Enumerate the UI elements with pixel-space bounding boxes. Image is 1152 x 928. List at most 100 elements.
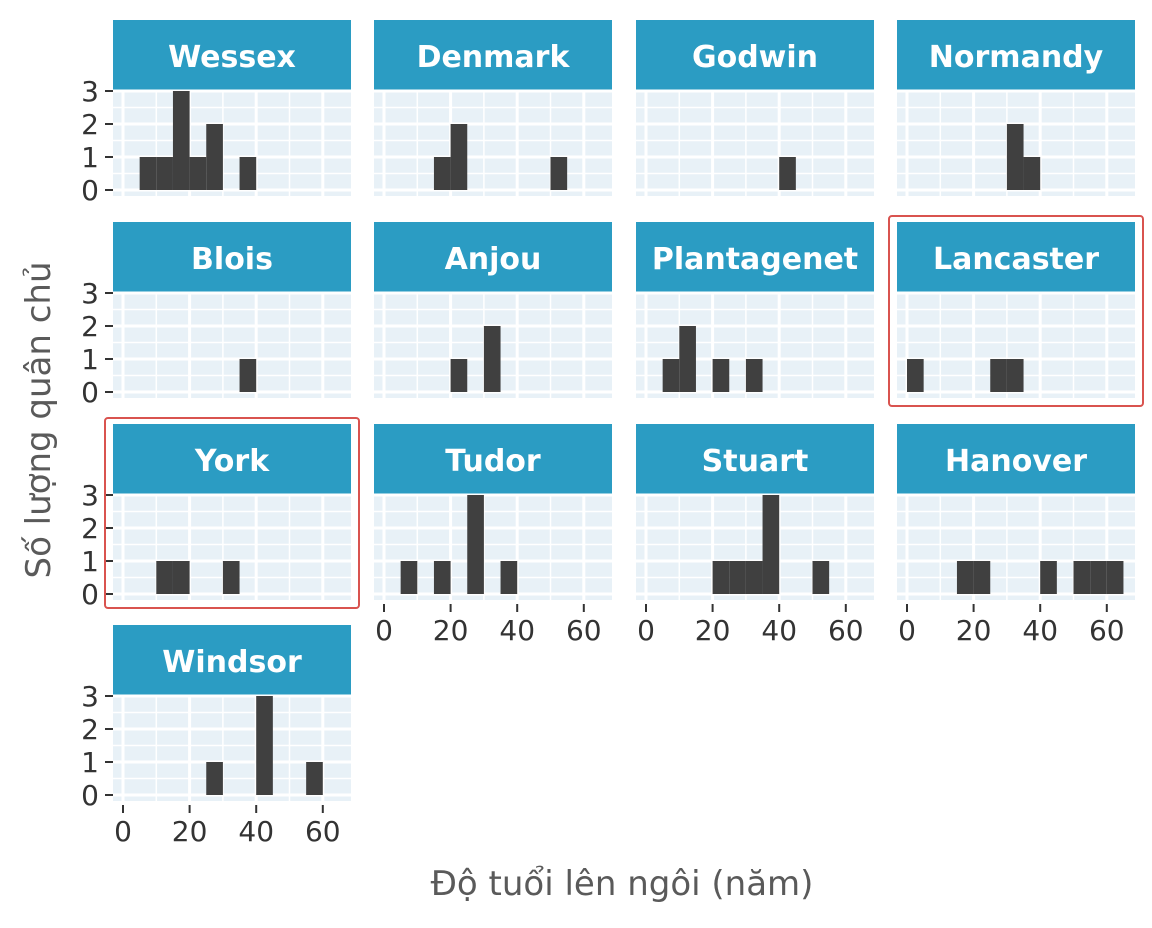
histogram-bar — [156, 157, 173, 190]
histogram-bar — [1106, 561, 1124, 594]
histogram-bar — [306, 762, 323, 795]
histogram-bar — [729, 561, 746, 594]
histogram-bar — [206, 762, 223, 795]
facet-strip — [636, 222, 874, 294]
facet-strip-label: Plantagenet — [652, 242, 858, 277]
highlight-box — [888, 215, 1144, 407]
panel-background — [636, 92, 874, 196]
histogram-bar — [1006, 359, 1024, 392]
histogram-bar — [762, 495, 780, 594]
histogram-bar — [679, 326, 696, 392]
histogram-bar — [206, 124, 223, 190]
y-tick-label: 1 — [81, 545, 99, 578]
histogram-bar — [139, 157, 157, 190]
histogram-bar — [712, 561, 730, 594]
histogram-bar — [745, 561, 763, 594]
facet-strip — [897, 20, 1135, 92]
facet-strip — [374, 20, 612, 92]
y-tick-label: 3 — [81, 680, 99, 713]
facet-strip-label: Tudor — [445, 444, 541, 479]
y-tick-label: 2 — [81, 108, 99, 141]
facet-strip-label: Anjou — [445, 242, 542, 277]
facet-strip — [374, 424, 612, 496]
facet-strip — [113, 20, 351, 92]
facet-strip-label: Wessex — [168, 40, 296, 75]
x-tick-label: 60 — [305, 815, 341, 848]
histogram-bar — [450, 124, 468, 190]
histogram-bar — [812, 561, 830, 594]
histogram-bar — [1073, 561, 1091, 594]
facet-strip-label: Lancaster — [933, 242, 1099, 277]
histogram-bar — [662, 359, 680, 392]
facet-strip — [113, 222, 351, 294]
histogram-bar — [239, 157, 257, 190]
histogram-bar — [433, 157, 451, 190]
highlight-box — [104, 417, 360, 609]
facet-strip-label: York — [194, 444, 270, 479]
histogram-bar — [1090, 561, 1107, 594]
y-tick-label: 3 — [81, 277, 99, 310]
histogram-bar — [172, 561, 190, 594]
x-tick-label: 40 — [761, 614, 797, 647]
y-tick-label: 0 — [81, 174, 99, 207]
histogram-bar — [990, 359, 1007, 392]
x-tick-label: 0 — [637, 614, 655, 647]
x-tick-label: 60 — [566, 614, 602, 647]
y-tick-label: 2 — [81, 713, 99, 746]
facet-strip — [636, 20, 874, 92]
histogram-bar — [956, 561, 974, 594]
histogram-bar — [483, 326, 501, 392]
x-tick-label: 20 — [433, 614, 469, 647]
x-tick-label: 0 — [898, 614, 916, 647]
histogram-bar — [450, 359, 468, 392]
facet-strip — [636, 424, 874, 496]
histogram-bar — [973, 561, 991, 594]
y-tick-label: 3 — [81, 479, 99, 512]
histogram-bar — [467, 495, 484, 594]
x-tick-label: 60 — [828, 614, 864, 647]
x-tick-label: 20 — [956, 614, 992, 647]
histogram-bar — [256, 696, 273, 795]
facet-strip-label: Stuart — [702, 444, 809, 479]
y-tick-label: 2 — [81, 512, 99, 545]
y-tick-label: 1 — [81, 746, 99, 779]
x-tick-label: 0 — [114, 815, 132, 848]
histogram-bar — [500, 561, 518, 594]
histogram-bar — [222, 561, 240, 594]
x-axis-title: Độ tuổi lên ngôi (năm) — [431, 864, 814, 904]
histogram-bar — [1023, 157, 1041, 190]
x-tick-label: 20 — [695, 614, 731, 647]
facet-strip-label: Godwin — [692, 40, 818, 75]
x-tick-label: 60 — [1089, 614, 1125, 647]
facet-strip — [113, 625, 351, 697]
histogram-bar — [745, 359, 763, 392]
histogram-bar — [550, 157, 568, 190]
y-axis-title: Số lượng quân chủ — [19, 261, 59, 578]
histogram-bar — [239, 359, 257, 392]
y-tick-label: 0 — [81, 578, 99, 611]
histogram-bar — [433, 561, 451, 594]
facet-strip-label: Windsor — [162, 645, 302, 680]
histogram-bar — [172, 91, 190, 190]
histogram-bar — [712, 359, 730, 392]
x-tick-label: 40 — [499, 614, 535, 647]
histogram-bar — [156, 561, 173, 594]
facet-strip — [897, 222, 1135, 294]
facet-strip — [113, 424, 351, 496]
y-tick-label: 0 — [81, 779, 99, 812]
y-tick-label: 1 — [81, 343, 99, 376]
x-tick-label: 40 — [238, 815, 274, 848]
x-tick-label: 0 — [375, 614, 393, 647]
histogram-bar — [1006, 124, 1024, 190]
panel-background — [113, 294, 351, 398]
y-tick-label: 0 — [81, 376, 99, 409]
facet-strip — [374, 222, 612, 294]
facet-strip-label: Normandy — [929, 40, 1104, 75]
facet-strip-label: Hanover — [945, 444, 1087, 479]
x-tick-label: 20 — [172, 815, 208, 848]
histogram-bar — [189, 157, 207, 190]
histogram-bar — [779, 157, 796, 190]
facet-strip-label: Denmark — [417, 40, 571, 75]
histogram-bar — [907, 359, 924, 392]
y-tick-label: 3 — [81, 75, 99, 108]
